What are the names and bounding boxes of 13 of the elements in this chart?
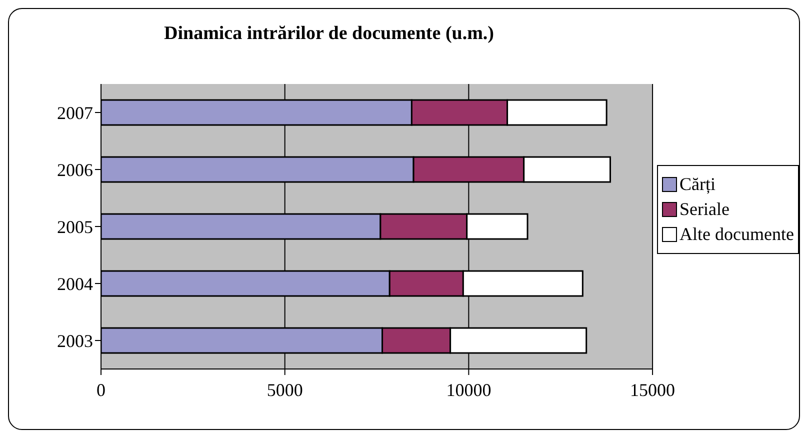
legend-label: Seriale — [680, 198, 730, 220]
y-tick-label: 2006 — [57, 160, 93, 180]
y-tick-label: 2007 — [57, 102, 93, 123]
x-tick-label: 10000 — [446, 380, 492, 400]
x-tick-label: 0 — [96, 380, 106, 400]
y-tick-label: 2004 — [57, 274, 93, 294]
chart-title: Dinamica intrărilor de documente (u.m.) — [163, 23, 495, 45]
x-tick-label: 5000 — [266, 380, 303, 400]
legend-label: Alte documente — [680, 224, 794, 244]
y-tick-label: 2003 — [57, 330, 93, 351]
y-tick-label: 2005 — [57, 216, 93, 237]
x-tick-label: 15000 — [630, 380, 676, 400]
legend-label: Cărți — [680, 174, 716, 194]
